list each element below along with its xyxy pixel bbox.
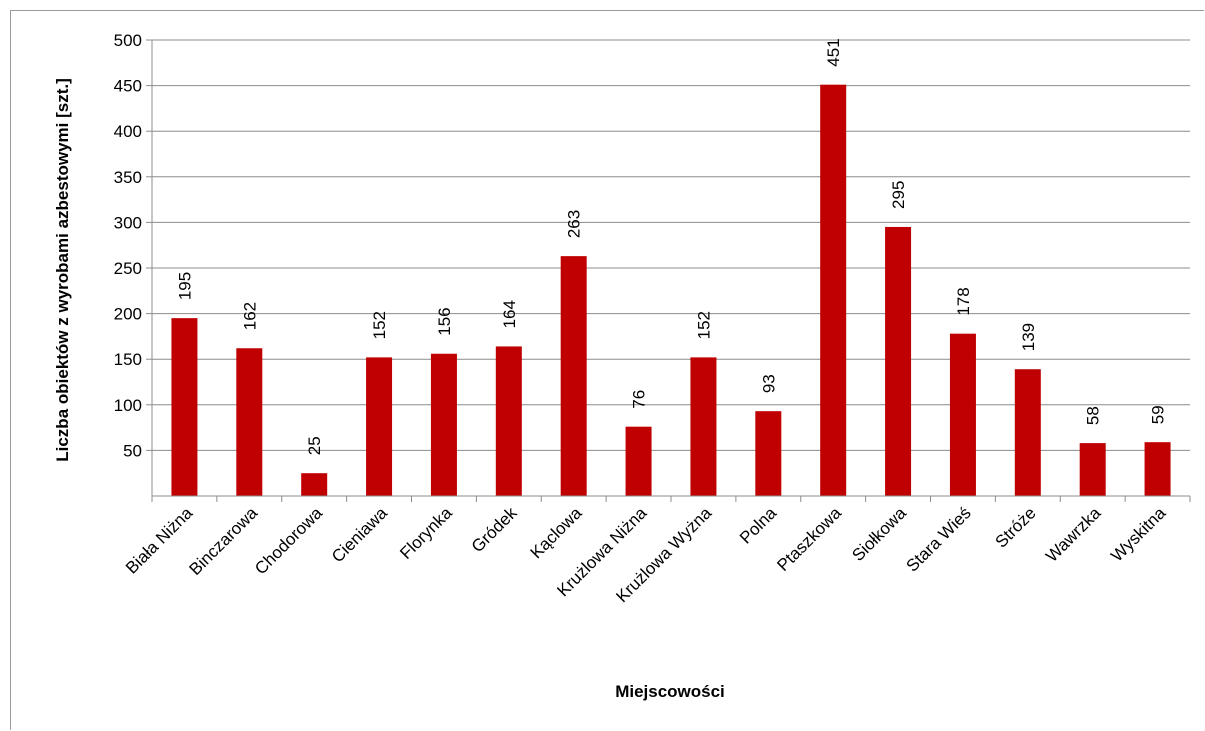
y-tick-label: 200 [114, 305, 142, 324]
bar [885, 226, 912, 496]
x-axis-title: Miejscowości [615, 682, 725, 701]
bar [1079, 443, 1106, 496]
bar [820, 84, 847, 497]
data-label: 295 [889, 181, 908, 209]
bar [755, 411, 782, 496]
bar [301, 473, 328, 496]
bar [1014, 369, 1041, 496]
x-tick-label: Gródek [468, 503, 521, 556]
data-label: 195 [175, 272, 194, 300]
y-axis: 50 100 150 200 250 300 350 400 450 500 [114, 31, 153, 496]
data-label: 178 [954, 287, 973, 315]
y-tick-label: 150 [114, 350, 142, 369]
data-label: 156 [435, 307, 454, 335]
x-tick-label: Ptaszkowa [773, 503, 845, 575]
bar [430, 353, 457, 496]
data-label: 93 [759, 374, 778, 393]
data-label: 164 [500, 300, 519, 328]
bars: 195 162 25 152 156 164 263 76 152 93 451 295 178 139 5… [171, 38, 1171, 497]
chart-frame [10, 10, 1204, 730]
x-tick-label: Wawrzka [1042, 503, 1105, 566]
data-label: 162 [240, 302, 259, 330]
y-tick-label: 50 [123, 441, 142, 460]
y-tick-label: 450 [114, 77, 142, 96]
y-tick-label: 500 [114, 31, 142, 50]
bar [1144, 442, 1171, 496]
x-tick-label: Kąclowa [527, 503, 586, 562]
data-label: 76 [630, 390, 649, 409]
data-label: 58 [1084, 406, 1103, 425]
bar [560, 256, 587, 496]
bar [690, 357, 717, 496]
data-label: 59 [1149, 405, 1168, 424]
bar [495, 346, 522, 496]
data-label: 25 [305, 436, 324, 455]
x-tick-label: Cieniawa [328, 503, 391, 566]
bar [171, 318, 198, 496]
x-tick-label: Wyskitna [1107, 503, 1169, 565]
data-label: 152 [370, 311, 389, 339]
bar [236, 348, 263, 496]
x-tick-label: Siołkowa [848, 503, 910, 565]
y-tick-label: 350 [114, 168, 142, 187]
bar [625, 426, 652, 496]
y-tick-label: 300 [114, 213, 142, 232]
x-tick-label: Polna [736, 503, 781, 548]
y-tick-label: 100 [114, 396, 142, 415]
data-label: 263 [565, 210, 584, 238]
x-tick-label: Stróże [991, 503, 1039, 551]
x-tick-label: Chodorowa [251, 503, 326, 578]
data-label: 139 [1019, 323, 1038, 351]
data-label: 152 [694, 311, 713, 339]
data-label: 451 [824, 38, 843, 66]
gridlines [152, 39, 1190, 451]
bar [366, 357, 393, 496]
x-tick-label: Stara Wieś [903, 503, 975, 575]
x-tick-label: Binczarowa [186, 503, 262, 579]
y-axis-title: Liczba obiektów z wyrobami azbestowymi [… [53, 78, 72, 462]
y-tick-label: 400 [114, 122, 142, 141]
x-tick-label: Florynka [396, 503, 456, 563]
bar [949, 333, 976, 496]
y-tick-label: 250 [114, 259, 142, 278]
